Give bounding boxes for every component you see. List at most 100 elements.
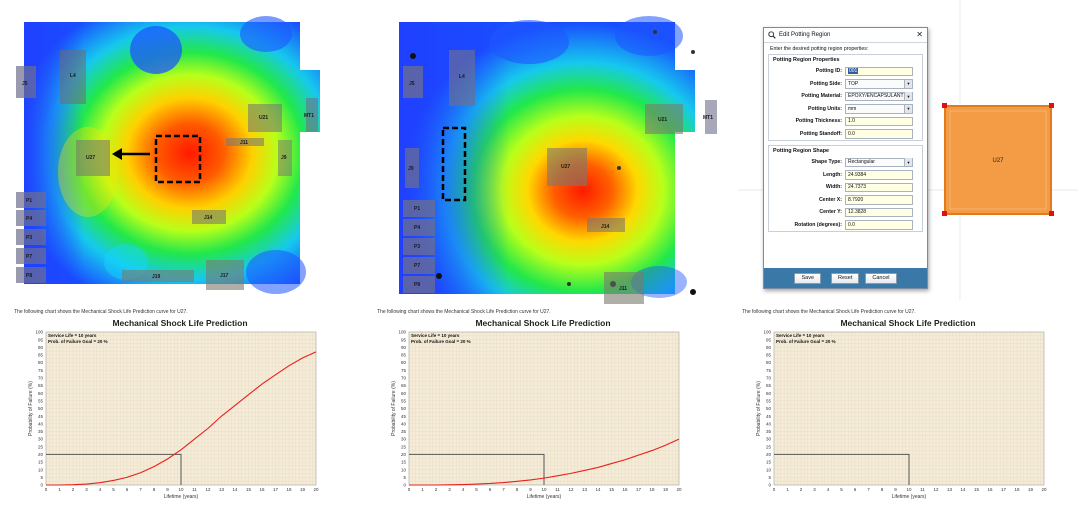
potting-thickness-label: Potting Thickness: bbox=[795, 118, 842, 125]
x-tick-label: 3 bbox=[813, 487, 816, 492]
y-tick-label: 95 bbox=[766, 337, 772, 342]
board-view[interactable]: J5 L4 U27 U21 MT1 J11 J9 J14 J19 J17 bbox=[16, 16, 340, 294]
potted-region-outline[interactable] bbox=[441, 126, 467, 202]
y-tick-label: 75 bbox=[766, 368, 772, 373]
x-tick-label: 4 bbox=[462, 487, 465, 492]
x-tick-label: 8 bbox=[881, 487, 884, 492]
potting-region[interactable]: U27 bbox=[942, 103, 1054, 216]
x-tick-label: 18 bbox=[1014, 487, 1020, 492]
x-tick-label: 20 bbox=[313, 487, 319, 492]
y-tick-label: 45 bbox=[766, 414, 772, 419]
potting-id-input[interactable]: 001 bbox=[845, 66, 913, 76]
x-tick-label: 14 bbox=[595, 487, 601, 492]
x-axis-label: Lifetime (years) bbox=[527, 494, 562, 500]
x-tick-label: 19 bbox=[300, 487, 306, 492]
center-x-input[interactable]: 8.7920 bbox=[845, 195, 913, 205]
y-tick-label: 65 bbox=[766, 383, 772, 388]
y-tick-label: 35 bbox=[38, 429, 44, 434]
goal-box bbox=[409, 453, 545, 485]
y-tick-label: 0 bbox=[403, 483, 406, 488]
close-icon[interactable]: ✕ bbox=[916, 30, 923, 39]
shape-type-select[interactable]: Rectangular ▼ bbox=[845, 157, 913, 167]
y-tick-label: 35 bbox=[401, 429, 407, 434]
chart-annotation: Prob. of Failure Goal = 20 % bbox=[776, 339, 836, 344]
reset-button[interactable]: Reset bbox=[831, 272, 860, 284]
y-tick-label: 55 bbox=[766, 398, 772, 403]
y-tick-label: 70 bbox=[38, 376, 44, 381]
y-tick-label: 75 bbox=[38, 368, 44, 373]
strain-heatmap: J5 L4 U27 U21 MT1 J9 J14 J11 P1 P4 bbox=[379, 16, 717, 304]
svg-text:P8: P8 bbox=[26, 273, 32, 279]
x-tick-label: 11 bbox=[920, 487, 925, 492]
dialog-button-bar: Save Reset Cancel bbox=[764, 268, 927, 288]
component-blocks: J5 L4 U27 U21 MT1 J9 J14 J11 P1 P4 bbox=[403, 50, 717, 304]
chevron-down-icon: ▼ bbox=[904, 158, 912, 167]
dialog-titlebar[interactable]: Edit Potting Region ✕ bbox=[764, 28, 927, 43]
potting-side-select[interactable]: TOP ▼ bbox=[845, 79, 913, 89]
x-tick-label: 13 bbox=[582, 487, 588, 492]
y-tick-label: 60 bbox=[38, 391, 44, 396]
resize-handle-nw[interactable] bbox=[942, 103, 947, 108]
x-tick-label: 4 bbox=[827, 487, 830, 492]
center-y-input[interactable]: 12.3828 bbox=[845, 207, 913, 217]
y-tick-label: 5 bbox=[40, 475, 43, 480]
u27-selection-box[interactable] bbox=[154, 134, 202, 184]
length-label: Length: bbox=[822, 171, 842, 178]
potting-thickness-input[interactable]: 1.0 bbox=[845, 116, 913, 126]
resize-handle-ne[interactable] bbox=[1049, 103, 1054, 108]
x-tick-label: 17 bbox=[273, 487, 279, 492]
life-prediction-chart: 0 1 2 3 4 5 6 7 8 9 10 11 12 13 14 15 16 17 18 19 2005101520… bbox=[756, 330, 1047, 500]
shape-type-label: Shape Type: bbox=[811, 159, 842, 166]
x-tick-label: 0 bbox=[773, 487, 776, 492]
x-tick-label: 3 bbox=[85, 487, 88, 492]
potting-material-select[interactable]: EPOXY/ENCAPSULANT ▼ bbox=[845, 91, 913, 101]
x-tick-label: 16 bbox=[987, 487, 993, 492]
x-tick-label: 0 bbox=[408, 487, 411, 492]
x-tick-label: 7 bbox=[867, 487, 870, 492]
y-tick-label: 95 bbox=[401, 337, 407, 342]
y-tick-label: 30 bbox=[766, 437, 772, 442]
y-tick-label: 50 bbox=[401, 406, 407, 411]
x-tick-label: 14 bbox=[960, 487, 966, 492]
x-tick-label: 0 bbox=[45, 487, 48, 492]
chart-caption: The following chart shows the Mechanical… bbox=[14, 309, 188, 315]
y-tick-label: 60 bbox=[401, 391, 407, 396]
board-canvas[interactable]: U27 bbox=[738, 0, 1078, 300]
cancel-button[interactable]: Cancel bbox=[865, 272, 897, 284]
x-tick-label: 2 bbox=[72, 487, 75, 492]
y-tick-label: 30 bbox=[401, 437, 407, 442]
potting-units-select[interactable]: mm ▼ bbox=[845, 104, 913, 114]
resize-handle-sw[interactable] bbox=[942, 211, 947, 216]
svg-text:P1: P1 bbox=[26, 198, 32, 204]
x-axis-label: Lifetime (years) bbox=[164, 494, 199, 500]
x-tick-label: 11 bbox=[555, 487, 560, 492]
x-tick-label: 18 bbox=[649, 487, 655, 492]
board-view[interactable]: J5 L4 U27 U21 MT1 J9 J14 J11 P1 P4 bbox=[379, 16, 717, 304]
save-button[interactable]: Save bbox=[794, 272, 822, 284]
svg-text:J9: J9 bbox=[408, 166, 414, 172]
x-tick-label: 1 bbox=[58, 487, 61, 492]
potting-id-row: Potting ID: 001 bbox=[769, 65, 922, 78]
x-tick-label: 6 bbox=[489, 487, 492, 492]
x-tick-label: 20 bbox=[1041, 487, 1047, 492]
width-input[interactable]: 24.7373 bbox=[845, 182, 913, 192]
rotation-input[interactable]: 0.0 bbox=[845, 220, 913, 230]
potting-thickness-row: Potting Thickness: 1.0 bbox=[769, 115, 922, 128]
potting-material-label: Potting Material: bbox=[801, 93, 842, 100]
y-axis-label: Probability of Failure (%) bbox=[391, 381, 397, 436]
y-tick-label: 40 bbox=[401, 421, 407, 426]
y-tick-label: 100 bbox=[763, 330, 771, 335]
svg-text:U21: U21 bbox=[658, 117, 667, 123]
x-tick-label: 17 bbox=[636, 487, 642, 492]
svg-text:U27: U27 bbox=[561, 164, 570, 170]
chart-annotation: Service Life = 10 years bbox=[776, 333, 825, 338]
potting-standoff-input[interactable]: 0.0 bbox=[845, 129, 913, 139]
x-tick-label: 9 bbox=[894, 487, 897, 492]
length-input[interactable]: 24.9384 bbox=[845, 170, 913, 180]
x-tick-label: 6 bbox=[126, 487, 129, 492]
y-tick-label: 25 bbox=[401, 444, 407, 449]
shape-group-title: Potting Region Shape bbox=[773, 148, 830, 154]
length-row: Length: 24.9384 bbox=[769, 169, 922, 182]
resize-handle-se[interactable] bbox=[1049, 211, 1054, 216]
panel-board-unpotted: J5 L4 U27 U21 MT1 J11 J9 J14 J19 J17 bbox=[10, 0, 350, 506]
